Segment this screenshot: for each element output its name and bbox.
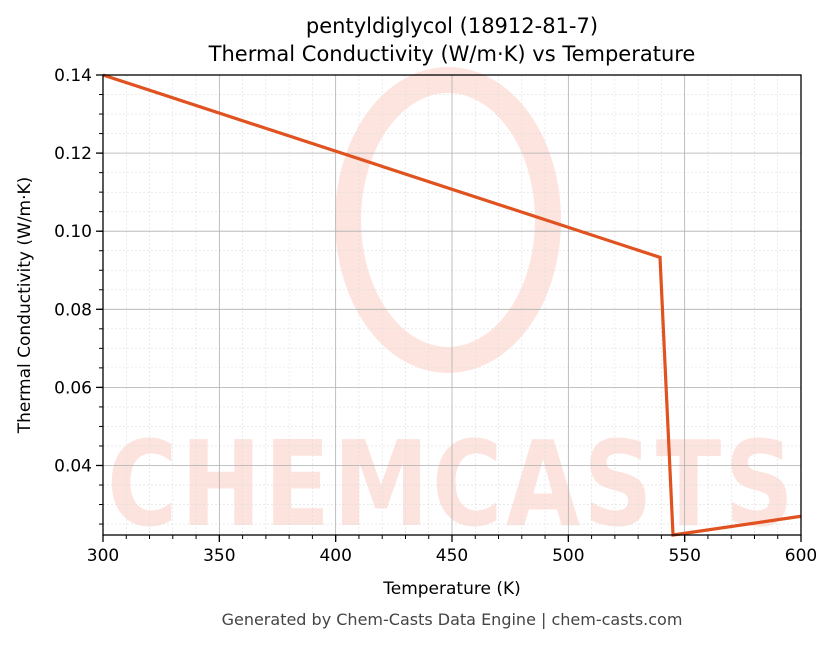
x-axis-label: Temperature (K) [382, 579, 521, 599]
x-tick-label: 550 [668, 546, 700, 566]
x-tick-label: 300 [87, 546, 119, 566]
x-tick-label: 400 [319, 546, 351, 566]
watermark-text: CHEMCASTS [107, 415, 797, 553]
chart-title-line2: Thermal Conductivity (W/m·K) vs Temperat… [208, 42, 696, 66]
x-tick-label: 500 [552, 546, 584, 566]
data-line [102, 73, 802, 537]
footer-credit: Generated by Chem-Casts Data Engine | ch… [222, 610, 683, 629]
y-tick-label: 0.08 [54, 300, 92, 320]
series-layer [102, 73, 802, 537]
y-tick-label: 0.04 [54, 456, 92, 476]
y-tick-label: 0.06 [54, 378, 92, 398]
watermark-logo-ring [335, 67, 561, 373]
x-tick-label: 450 [436, 546, 468, 566]
chart-title-line1: pentyldiglycol (18912-81-7) [306, 14, 598, 38]
y-axis-label: Thermal Conductivity (W/m·K) [15, 177, 35, 435]
y-tick-label: 0.10 [54, 222, 92, 242]
x-tick-label: 600 [785, 546, 817, 566]
y-tick-label: 0.12 [54, 144, 92, 164]
chemcasts-watermark: CHEMCASTS [107, 67, 797, 553]
ticks: 300 350 400 450 500 550 600 0.04 0.06 0.08 0.10 0.1… [54, 66, 817, 566]
y-tick-label: 0.14 [54, 66, 92, 86]
x-tick-label: 350 [203, 546, 235, 566]
